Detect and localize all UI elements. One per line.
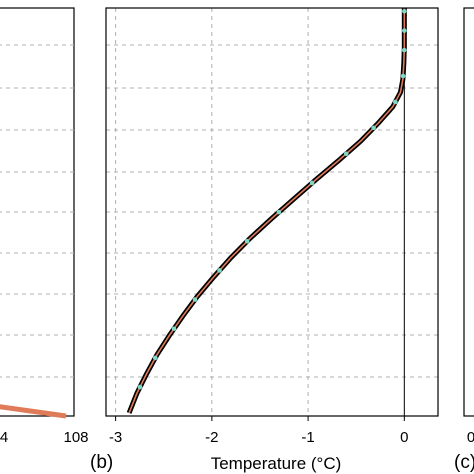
panel-b-x-tick-label: 0 bbox=[400, 429, 408, 446]
panel-b: -3 -2 -1 0 Temperature (°C) (b) bbox=[90, 7, 439, 473]
panel-b-series-line-inner bbox=[128, 8, 406, 414]
panel-b-data-marker bbox=[393, 99, 398, 105]
panel-a-x-tick-label: 108 bbox=[63, 429, 88, 446]
panel-c-x-tick-label: 0 bbox=[467, 429, 474, 446]
panel-b-markers bbox=[137, 8, 407, 390]
panel-b-data-marker bbox=[402, 8, 407, 14]
panel-b-frame bbox=[105, 7, 439, 417]
panel-c-frame bbox=[463, 7, 474, 417]
panel-b-series-line-outer bbox=[126, 8, 407, 414]
panel-c: (c) 0 bbox=[454, 7, 474, 473]
panel-b-x-tick-label: -2 bbox=[205, 429, 218, 446]
panel-a-series-line bbox=[0, 404, 67, 419]
panel-b-x-tick-label: -1 bbox=[301, 429, 314, 446]
panel-b-data-marker bbox=[309, 180, 315, 186]
panel-c-tag: (c) bbox=[454, 452, 474, 473]
panel-b-data-marker bbox=[276, 209, 282, 215]
panel-b-data-marker bbox=[152, 355, 158, 361]
panel-b-data-marker bbox=[171, 326, 177, 332]
panel-b-data-marker bbox=[244, 238, 250, 244]
panel-b-data-marker bbox=[371, 125, 376, 131]
panel-b-x-ticks: -3 -2 -1 0 bbox=[109, 416, 408, 446]
panel-b-data-marker bbox=[401, 47, 407, 53]
panel-b-data-marker bbox=[137, 384, 143, 390]
panel-b-gridlines bbox=[106, 8, 438, 416]
panel-a-x-tick-label: 4 bbox=[0, 429, 8, 446]
panel-b-tag: (b) bbox=[90, 452, 113, 473]
panel-b-data-marker bbox=[217, 268, 222, 273]
panel-b-data-marker bbox=[400, 73, 406, 79]
panel-b-data-marker bbox=[343, 151, 349, 157]
panel-b-data-marker bbox=[192, 297, 198, 302]
panel-b-x-axis-label: Temperature (°C) bbox=[211, 454, 342, 473]
panel-b-data-marker bbox=[402, 28, 407, 33]
panel-b-x-tick-label: -3 bbox=[109, 429, 122, 446]
panel-a: 4 108 bbox=[0, 7, 89, 446]
panel-a-gridlines bbox=[0, 44, 74, 378]
